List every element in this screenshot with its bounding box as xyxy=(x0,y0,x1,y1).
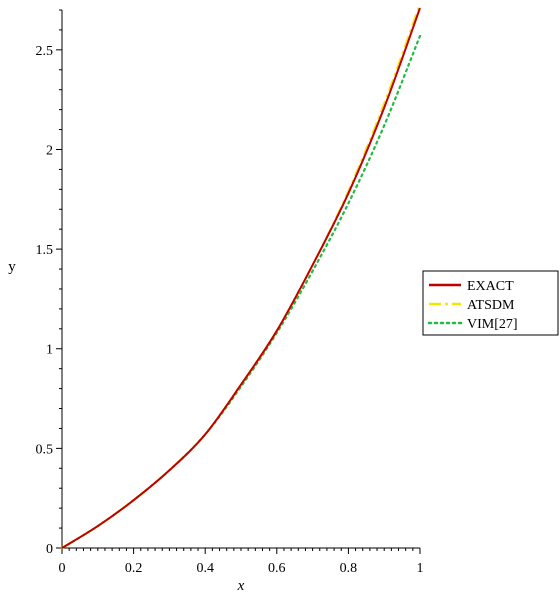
x-tick-label: 0.4 xyxy=(196,561,214,576)
x-tick-label: 0 xyxy=(59,561,66,576)
y-tick-label: 0 xyxy=(46,542,53,557)
legend: EXACT ATSDM VIM[27] xyxy=(422,270,559,336)
x-tick-label: 1 xyxy=(417,561,424,576)
x-tick-label: 0.8 xyxy=(340,561,358,576)
axes xyxy=(61,10,420,549)
legend-label: VIM[27] xyxy=(467,317,518,332)
x-axis-label: x xyxy=(237,578,245,594)
legend-label: ATSDM xyxy=(467,298,515,313)
series-layer xyxy=(60,3,422,550)
x-tick-label: 0.6 xyxy=(268,561,286,576)
x-tick-label: 0.2 xyxy=(125,561,143,576)
series-line-exact xyxy=(61,7,421,549)
y-tick-label: 1 xyxy=(46,343,53,358)
y-tick-label: 1.5 xyxy=(36,243,54,258)
series-line-vim27 xyxy=(60,34,422,550)
legend-label: EXACT xyxy=(467,279,514,294)
y-axis-label: y xyxy=(8,259,16,275)
y-tick-label: 0.5 xyxy=(36,442,54,457)
y-tick-label: 2 xyxy=(46,143,53,158)
y-tick-label: 2.5 xyxy=(36,44,54,59)
series-line-atsdm xyxy=(61,3,422,549)
ticks: 0 0.2 0.4 0.6 0.8 1 0 0.5 1 1.5 2 2.5 xyxy=(36,9,424,576)
